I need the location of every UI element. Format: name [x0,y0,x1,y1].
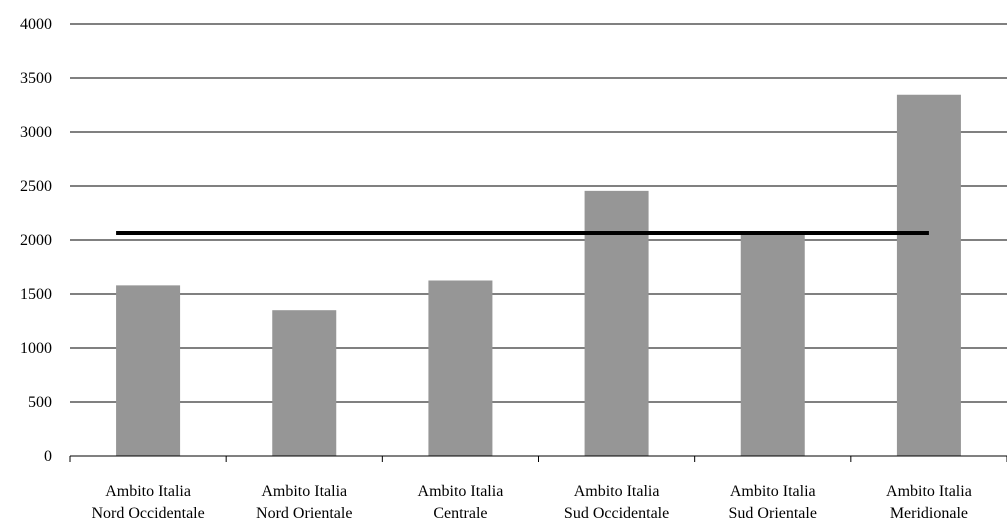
gridlines [70,23,1007,403]
x-category-label: Ambito Italia Nord Orientale [256,483,352,522]
y-tick-label: 3500 [20,70,52,87]
x-category-label: Ambito Italia Centrale [418,483,504,522]
bar [272,310,337,456]
y-tick-label: 3000 [20,124,52,141]
x-category-label: Ambito Italia Nord Occidentale [91,483,204,522]
y-tick-label: 1000 [20,340,52,357]
y-tick-label: 2000 [20,232,52,249]
bar [740,232,805,456]
y-tick-label: 500 [28,394,52,411]
x-axis [69,455,1007,462]
x-category-label: Ambito Italia Sud Orientale [729,483,817,522]
y-axis-ticks: 0 500 1000 1500 2000 2500 3000 3500 4000 [20,16,52,465]
x-axis-labels: Ambito Italia Nord Occidentale Ambito Ital… [91,483,971,522]
y-tick-label: 1500 [20,286,52,303]
bar [116,285,181,456]
x-category-label: Ambito Italia Sud Occidentale [564,483,669,522]
y-tick-label: 0 [44,448,52,465]
bar [584,190,649,457]
bar [896,94,961,457]
y-tick-label: 2500 [20,178,52,195]
y-tick-label: 4000 [20,16,52,33]
bar [428,280,493,456]
x-category-label: Ambito Italia Meridionale [886,483,972,522]
bars [116,94,961,457]
